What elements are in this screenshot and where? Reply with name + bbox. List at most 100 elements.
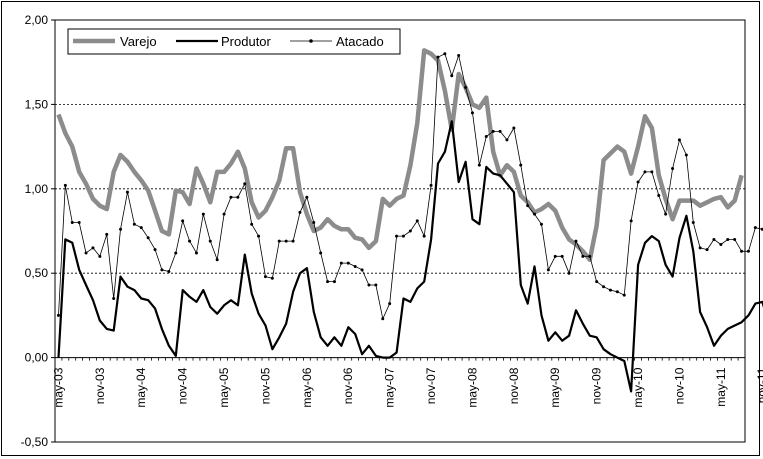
point-atacado-101: [753, 226, 757, 230]
point-atacado-3: [77, 221, 81, 225]
point-atacado-67: [519, 163, 523, 167]
point-atacado-85: [643, 170, 647, 174]
point-atacado-8: [112, 297, 116, 301]
point-atacado-69: [533, 212, 537, 216]
legend: Varejo Produtor Atacado: [67, 28, 401, 55]
point-atacado-54: [429, 183, 433, 187]
x-tick-label-0: may-03: [51, 367, 65, 407]
point-atacado-52: [415, 219, 419, 223]
x-tick-label-4: may-05: [217, 367, 231, 407]
x-tick-label-6: may-06: [300, 367, 314, 407]
point-atacado-10: [125, 190, 129, 194]
point-atacado-29: [257, 234, 261, 238]
legend-label-atacado: Atacado: [336, 34, 384, 49]
point-atacado-95: [712, 237, 716, 241]
point-atacado-48: [388, 302, 392, 306]
point-atacado-14: [153, 248, 157, 252]
point-atacado-41: [339, 261, 343, 265]
legend-box: [67, 28, 401, 55]
point-atacado-25: [229, 195, 233, 199]
point-atacado-4: [84, 251, 88, 255]
point-atacado-58: [457, 53, 461, 57]
point-atacado-17: [174, 251, 178, 255]
point-atacado-80: [608, 288, 612, 292]
legend-label-produtor: Produtor: [221, 34, 272, 49]
point-atacado-86: [650, 170, 654, 174]
point-atacado-40: [332, 280, 336, 284]
point-atacado-63: [491, 129, 495, 133]
point-atacado-47: [381, 317, 385, 321]
x-tick-label-10: may-08: [465, 367, 479, 407]
point-atacado-71: [546, 268, 550, 272]
point-atacado-98: [733, 237, 737, 241]
point-atacado-22: [208, 239, 212, 243]
x-tick-label-8: may-07: [383, 367, 397, 407]
point-atacado-42: [346, 261, 350, 265]
x-tick-label-16: may-11: [714, 367, 728, 406]
series-layer: [56, 48, 763, 393]
point-atacado-53: [422, 234, 426, 238]
point-atacado-89: [671, 167, 675, 171]
point-atacado-62: [484, 134, 488, 138]
series-line-varejo: [56, 48, 744, 262]
point-atacado-19: [188, 239, 192, 243]
point-atacado-83: [629, 219, 633, 223]
point-atacado-94: [705, 248, 709, 252]
point-atacado-13: [146, 236, 150, 240]
point-atacado-38: [319, 251, 323, 255]
y-tick-label-3: 0,50: [25, 266, 49, 280]
x-tick-label-17: nov-11: [755, 367, 763, 403]
point-atacado-9: [119, 227, 123, 231]
x-tick-label-15: nov-10: [672, 367, 686, 404]
point-atacado-32: [277, 239, 281, 243]
point-atacado-97: [726, 237, 730, 241]
point-atacado-92: [691, 221, 695, 225]
y-axis-ticks: 2,00 1,50 1,00 0,50 0,00 -0,50: [21, 13, 55, 449]
y-tick-label-0: 2,00: [25, 13, 49, 27]
point-atacado-24: [222, 212, 226, 216]
series-line-produtor: [57, 120, 763, 393]
x-tick-label-2: may-04: [134, 367, 148, 407]
x-tick-label-13: nov-09: [590, 367, 604, 404]
point-atacado-87: [657, 194, 661, 198]
point-atacado-82: [622, 293, 626, 297]
point-atacado-28: [250, 222, 254, 226]
point-atacado-39: [326, 280, 330, 284]
point-atacado-102: [760, 227, 763, 231]
point-atacado-68: [526, 204, 530, 208]
point-atacado-7: [105, 232, 109, 236]
point-atacado-81: [615, 290, 619, 294]
x-tick-label-11: nov-08: [507, 367, 521, 404]
point-atacado-77: [588, 254, 592, 258]
point-atacado-49: [395, 234, 399, 238]
y-tick-label-1: 1,50: [25, 97, 49, 111]
point-atacado-78: [595, 280, 599, 284]
x-axis-ticks: may-03 nov-03 may-04 nov-04 may-05 nov-05 may-…: [51, 357, 763, 408]
point-atacado-65: [505, 138, 509, 142]
point-atacado-76: [581, 254, 585, 258]
legend-marker-atacado: [309, 39, 313, 43]
point-atacado-93: [698, 246, 702, 250]
point-atacado-37: [312, 221, 316, 225]
point-atacado-91: [684, 153, 688, 157]
point-atacado-43: [353, 264, 357, 268]
point-atacado-74: [567, 271, 571, 275]
point-atacado-21: [201, 212, 205, 216]
y-tick-label-4: 0,00: [25, 351, 49, 365]
point-atacado-55: [436, 55, 440, 59]
point-atacado-36: [305, 195, 309, 199]
point-atacado-46: [374, 283, 378, 287]
point-atacado-99: [740, 249, 744, 253]
point-atacado-66: [512, 126, 516, 130]
point-atacado-79: [602, 285, 606, 289]
point-atacado-6: [98, 254, 102, 258]
point-atacado-26: [236, 195, 240, 199]
x-tick-label-5: nov-05: [258, 367, 272, 404]
plot-border: [54, 19, 746, 443]
point-atacado-35: [298, 210, 302, 214]
point-atacado-88: [664, 212, 668, 216]
point-atacado-73: [560, 254, 564, 258]
point-atacado-64: [498, 129, 502, 133]
point-atacado-1: [63, 183, 67, 187]
x-tick-label-12: may-09: [548, 367, 562, 407]
